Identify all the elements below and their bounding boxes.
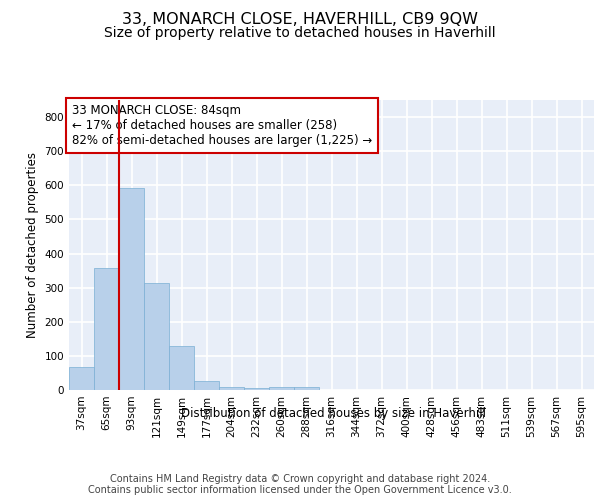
Text: 33 MONARCH CLOSE: 84sqm
← 17% of detached houses are smaller (258)
82% of semi-d: 33 MONARCH CLOSE: 84sqm ← 17% of detache…: [71, 104, 372, 148]
Text: 33, MONARCH CLOSE, HAVERHILL, CB9 9QW: 33, MONARCH CLOSE, HAVERHILL, CB9 9QW: [122, 12, 478, 28]
Y-axis label: Number of detached properties: Number of detached properties: [26, 152, 39, 338]
Bar: [219, 388, 244, 390]
Text: Distribution of detached houses by size in Haverhill: Distribution of detached houses by size …: [181, 408, 485, 420]
Bar: [294, 388, 319, 390]
Bar: [244, 388, 269, 390]
Text: Contains public sector information licensed under the Open Government Licence v3: Contains public sector information licen…: [88, 485, 512, 495]
Bar: [194, 381, 219, 390]
Bar: [94, 268, 119, 390]
Bar: [169, 346, 194, 390]
Bar: [119, 188, 144, 390]
Bar: [69, 367, 94, 390]
Text: Contains HM Land Registry data © Crown copyright and database right 2024.: Contains HM Land Registry data © Crown c…: [110, 474, 490, 484]
Text: Size of property relative to detached houses in Haverhill: Size of property relative to detached ho…: [104, 26, 496, 40]
Bar: [269, 388, 294, 390]
Bar: [144, 283, 169, 390]
